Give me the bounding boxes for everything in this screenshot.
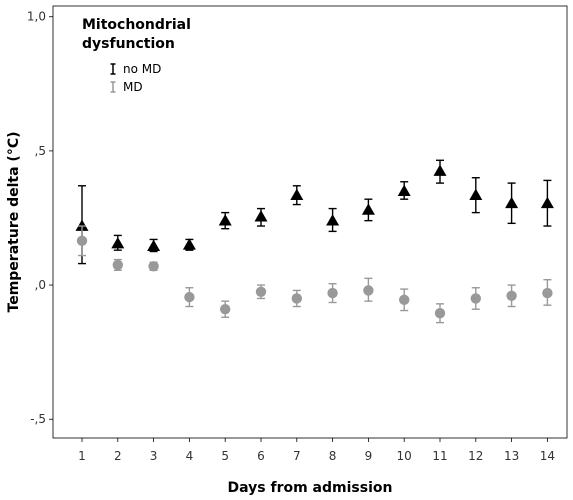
series-no-md [75, 159, 554, 265]
data-point-triangle [361, 203, 375, 215]
x-tick-label: 14 [540, 449, 555, 463]
x-tick-label: 12 [468, 449, 483, 463]
data-point-triangle [254, 210, 268, 222]
y-tick-label: ,0 [35, 278, 46, 292]
y-axis: 1,0 ,5 ,0 -,5 [27, 10, 53, 426]
x-tick-label: 10 [397, 449, 412, 463]
x-tick-label: 11 [432, 449, 447, 463]
data-point-triangle [326, 214, 340, 226]
data-point-triangle [433, 164, 447, 176]
series-md [76, 225, 553, 324]
data-point-circle [363, 285, 374, 296]
x-tick-label: 7 [293, 449, 301, 463]
data-point-circle [220, 304, 231, 315]
data-point-circle [255, 286, 267, 297]
x-axis: 1 2 3 4 5 6 7 8 9 10 11 12 13 14 [78, 438, 555, 463]
data-point-circle [148, 261, 159, 272]
x-tick-label: 3 [150, 449, 158, 463]
legend-entry: no MD [110, 62, 161, 76]
data-point-triangle [182, 238, 196, 250]
x-tick-label: 8 [329, 449, 337, 463]
series-layer [75, 159, 554, 324]
data-point-triangle [540, 196, 554, 209]
data-point-circle [76, 235, 88, 246]
legend-label: no MD [123, 62, 161, 76]
data-point-triangle [505, 196, 519, 209]
legend-title-line1: Mitochondrial [82, 17, 191, 33]
x-axis-title: Days from admission [228, 480, 393, 496]
x-tick-label: 13 [504, 449, 519, 463]
y-tick-label: -,5 [30, 412, 46, 426]
data-point-circle [184, 291, 195, 303]
y-tick-label: ,5 [35, 144, 46, 158]
data-point-circle [327, 287, 338, 299]
legend-entry: MD [110, 80, 143, 94]
x-tick-label: 2 [114, 449, 122, 463]
x-tick-label: 1 [78, 449, 86, 463]
data-point-circle [399, 294, 410, 306]
legend: Mitochondrial dysfunction no MD MD [82, 17, 191, 94]
data-point-triangle [290, 188, 304, 201]
data-point-triangle [147, 239, 161, 252]
legend-title-line2: dysfunction [82, 36, 175, 52]
data-point-triangle [75, 219, 89, 231]
y-axis-title: Temperature delta (°C) [6, 132, 22, 313]
data-point-triangle [397, 184, 411, 197]
data-point-circle [434, 308, 446, 319]
y-tick-label: 1,0 [27, 10, 46, 24]
data-point-circle [112, 259, 124, 271]
data-point-circle [506, 290, 517, 301]
x-tick-label: 9 [365, 449, 373, 463]
data-point-triangle [469, 188, 483, 201]
x-tick-label: 4 [186, 449, 194, 463]
data-point-circle [291, 293, 302, 304]
x-tick-label: 6 [257, 449, 265, 463]
data-point-circle [470, 293, 481, 304]
data-point-circle [542, 287, 553, 299]
x-tick-label: 5 [221, 449, 229, 463]
legend-label: MD [123, 80, 143, 94]
data-point-triangle [218, 214, 232, 226]
data-point-triangle [111, 236, 125, 249]
plot-area [52, 5, 568, 439]
